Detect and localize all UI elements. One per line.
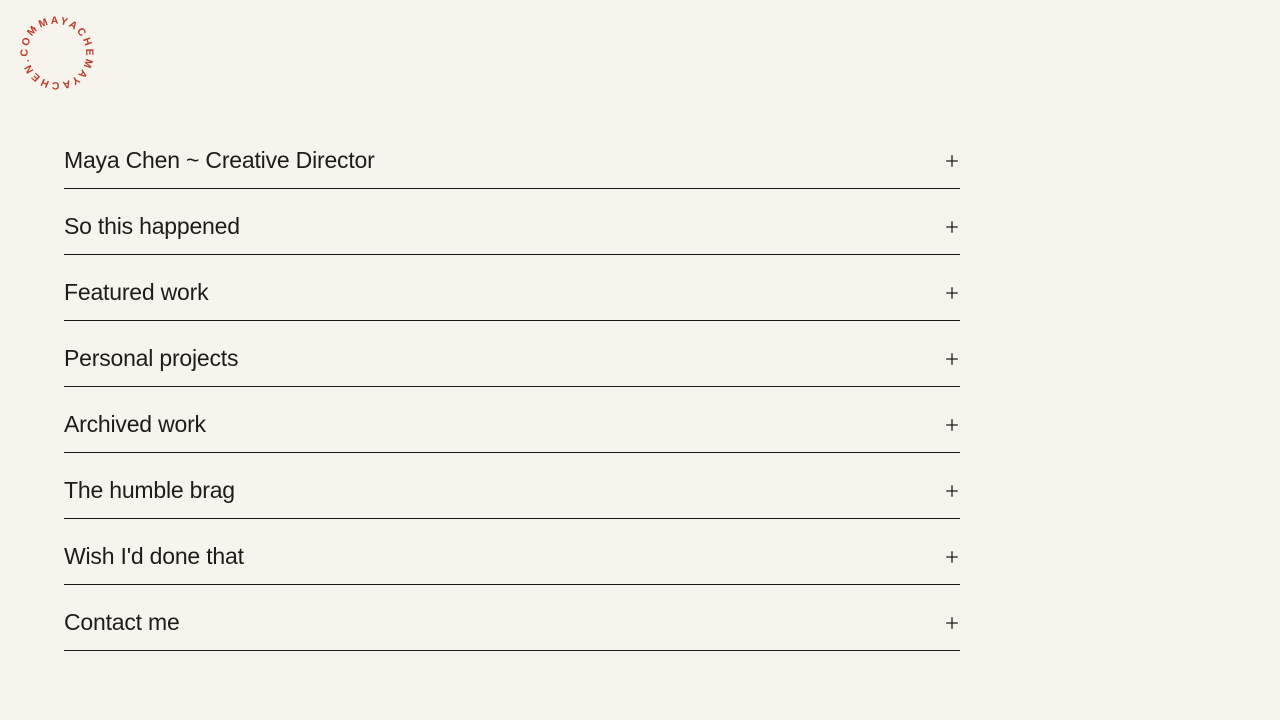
accordion-item-so-this-happened[interactable]: So this happened [64,189,960,255]
accordion-item-featured-work[interactable]: Featured work [64,255,960,321]
accordion-item-label: Featured work [64,279,209,305]
accordion-item-the-humble-brag[interactable]: The humble brag [64,453,960,519]
accordion-item-label: Maya Chen ~ Creative Director [64,147,375,173]
accordion-item-intro[interactable]: Maya Chen ~ Creative Director [64,123,960,189]
plus-icon[interactable] [945,616,959,630]
plus-icon[interactable] [945,154,959,168]
plus-icon[interactable] [945,352,959,366]
circular-text-logo-icon: ·MAYACHEMAYACHEN.COM [19,15,96,92]
accordion-item-label: Archived work [64,411,206,437]
logo-circular-text: ·MAYACHEMAYACHEN.COM [19,15,94,92]
accordion-item-contact-me[interactable]: Contact me [64,585,960,651]
plus-icon[interactable] [945,418,959,432]
plus-icon[interactable] [945,286,959,300]
plus-icon[interactable] [945,220,959,234]
accordion-item-label: The humble brag [64,477,235,503]
accordion-item-wish-id-done-that[interactable]: Wish I'd done that [64,519,960,585]
accordion-item-label: Contact me [64,609,180,635]
accordion-item-label: Wish I'd done that [64,543,244,569]
plus-icon[interactable] [945,550,959,564]
accordion-item-archived-work[interactable]: Archived work [64,387,960,453]
accordion-item-label: So this happened [64,213,240,239]
plus-icon[interactable] [945,484,959,498]
site-logo[interactable]: ·MAYACHEMAYACHEN.COM [7,3,107,103]
svg-text:·MAYACHEMAYACHEN.COM: ·MAYACHEMAYACHEN.COM [19,15,96,92]
accordion-item-personal-projects[interactable]: Personal projects [64,321,960,387]
accordion-menu: Maya Chen ~ Creative Director So this ha… [64,123,960,651]
accordion-item-label: Personal projects [64,345,239,371]
